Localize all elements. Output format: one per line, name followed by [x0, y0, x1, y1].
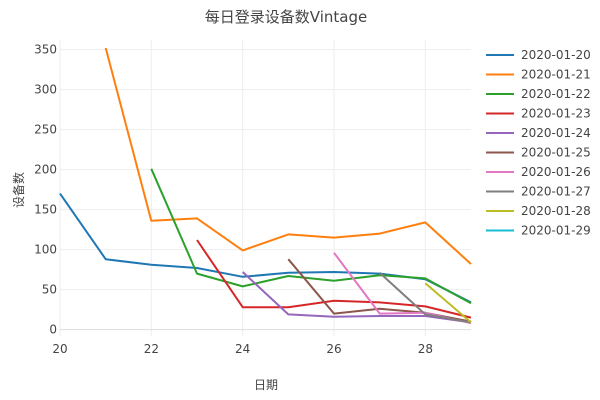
legend-item[interactable]: 2020-01-23 — [486, 107, 591, 121]
legend-item[interactable]: 2020-01-28 — [486, 204, 591, 218]
y-tick-label: 350 — [34, 43, 57, 57]
grid — [59, 40, 471, 336]
y-tick-label: 150 — [34, 203, 57, 217]
series-layer — [59, 47, 472, 325]
legend[interactable]: 2020-01-20 2020-01-21 2020-01-22 2020-01-23… — [486, 48, 591, 238]
legend-label: 2020-01-21 — [521, 68, 591, 82]
series-line-2020-01-23[interactable] — [196, 239, 472, 319]
series-line-2020-01-24[interactable] — [242, 271, 472, 324]
y-tick-label: 200 — [34, 163, 57, 177]
y-tick-label: 300 — [34, 83, 57, 97]
legend-item[interactable]: 2020-01-21 — [486, 68, 591, 82]
legend-item[interactable]: 2020-01-20 — [486, 48, 591, 62]
series-line-2020-01-22[interactable] — [150, 168, 472, 305]
legend-label: 2020-01-26 — [521, 165, 591, 179]
legend-label: 2020-01-20 — [521, 48, 591, 62]
chart-title: 每日登录设备数Vintage — [205, 8, 367, 26]
y-tick-label: 0 — [49, 323, 57, 337]
legend-label: 2020-01-24 — [521, 126, 591, 140]
legend-item[interactable]: 2020-01-29 — [486, 224, 591, 238]
legend-label: 2020-01-28 — [521, 204, 591, 218]
series-line-2020-01-21[interactable] — [104, 47, 472, 265]
legend-item[interactable]: 2020-01-25 — [486, 146, 591, 160]
series-line-2020-01-27[interactable] — [379, 272, 472, 324]
x-tick-label: 22 — [144, 342, 159, 356]
x-axis-title: 日期 — [254, 378, 278, 392]
legend-label: 2020-01-23 — [521, 107, 591, 121]
y-tick-label: 100 — [34, 243, 57, 257]
x-tick-label: 26 — [326, 342, 341, 356]
x-tick-label: 28 — [418, 342, 433, 356]
x-tick-label: 20 — [52, 342, 67, 356]
y-tick-label: 250 — [34, 123, 57, 137]
series-line-2020-01-28[interactable] — [424, 282, 472, 324]
legend-item[interactable]: 2020-01-24 — [486, 126, 591, 140]
legend-item[interactable]: 2020-01-27 — [486, 185, 591, 199]
legend-label: 2020-01-25 — [521, 146, 591, 160]
y-axis-title: 设备数 — [11, 172, 26, 208]
legend-label: 2020-01-27 — [521, 185, 591, 199]
x-tick-label: 24 — [235, 342, 250, 356]
legend-label: 2020-01-29 — [521, 224, 591, 238]
axes: 20 22 24 26 28 0 50 100 150 200 250 300 350 — [34, 43, 433, 356]
y-tick-label: 50 — [42, 283, 57, 297]
legend-item[interactable]: 2020-01-26 — [486, 165, 591, 179]
legend-item[interactable]: 2020-01-22 — [486, 87, 591, 101]
legend-label: 2020-01-22 — [521, 87, 591, 101]
